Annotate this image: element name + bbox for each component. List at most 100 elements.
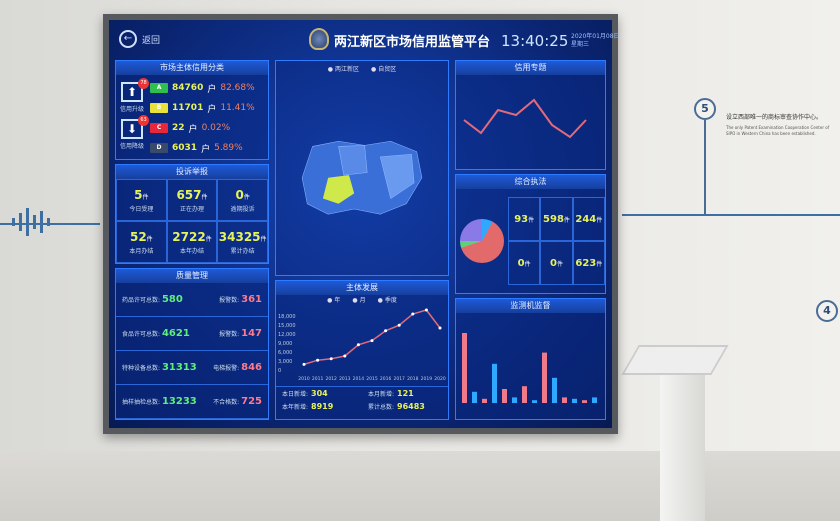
complaint-stat[interactable]: 0件 逾期投诉 (217, 179, 268, 221)
bar (572, 398, 577, 403)
period-radio[interactable]: 年 (327, 295, 340, 306)
complaint-stat[interactable]: 2722件 本年办结 (166, 221, 218, 263)
stat-value: 244 (575, 213, 597, 225)
count: 6031 (172, 143, 198, 153)
map-radio[interactable]: 两江新区 (328, 64, 359, 75)
map-region-highlight[interactable] (322, 175, 355, 204)
x-tick-label: 2010 (298, 376, 310, 382)
data-point[interactable] (370, 339, 374, 343)
enforcement-stat[interactable]: 0件 (540, 241, 573, 285)
unit: 户 (201, 144, 211, 155)
stat-value: 0 (235, 187, 244, 202)
bar (492, 363, 497, 403)
monitor-bar-chart (462, 333, 597, 403)
development-panel: 主体发展 年 月 季度 0 3,000 6,000 9,000 12,000 15,000 18… (275, 280, 449, 420)
unit: 件 (146, 235, 153, 243)
date: 2020年01月08日 星期三 (571, 33, 620, 49)
bar (472, 391, 477, 403)
arrow-up-icon: ⬆ 78 (121, 78, 149, 102)
y-tick-label: 0 (278, 368, 281, 374)
enforcement-stat[interactable]: 598件 (540, 197, 573, 241)
back-label: 返回 (142, 35, 161, 46)
data-point[interactable] (397, 323, 401, 327)
credit-class-row[interactable]: D 6031 户 5.89% (150, 138, 255, 158)
bar (482, 398, 487, 403)
complaint-stat[interactable]: 657件 正在办理 (166, 179, 218, 221)
credit-downgrade-button[interactable]: ⬇ 63 信用降级 (120, 115, 149, 150)
data-point[interactable] (316, 358, 320, 362)
quality-value: 31313 (161, 362, 197, 373)
data-point[interactable] (411, 312, 415, 316)
downgrade-count: 63 (138, 115, 149, 126)
series-line (303, 309, 441, 366)
enforcement-stat[interactable]: 244件 (572, 197, 605, 241)
period-radio[interactable]: 月 (352, 295, 366, 306)
unit: 件 (596, 260, 603, 268)
x-tick-label: 2013 (339, 376, 351, 382)
map-region[interactable] (379, 153, 415, 199)
grade-badge: B (150, 103, 169, 113)
map-region[interactable] (338, 145, 368, 176)
quality-label: 特种设备总数: (122, 365, 161, 372)
upgrade-count: 78 (138, 78, 149, 89)
credit-class-row[interactable]: A 84760 户 82.68% (150, 78, 255, 98)
bar (552, 377, 557, 403)
alarm-label: 报警数: (219, 297, 240, 304)
grade-badge: D (150, 143, 169, 153)
data-point[interactable] (329, 357, 333, 361)
unit: 件 (528, 216, 535, 224)
y-tick-label: 15,000 (278, 323, 296, 329)
complaints-panel: 投诉举报 5件 今日受理 657件 正在办理 0件 逾期投诉 52件 本月办结 2722件 本年办… (115, 164, 269, 264)
percentage: 5.89% (214, 143, 243, 153)
stat-label: 今日受理 (129, 205, 154, 213)
alarm-label: 报警数: (219, 331, 240, 338)
kiosk-stand (621, 345, 729, 375)
complaint-stat[interactable]: 5件 今日受理 (116, 179, 167, 221)
credit-upgrade-button[interactable]: ⬆ 78 信用升级 (120, 78, 149, 113)
panel-title: 监测机监督 (456, 299, 605, 313)
complaint-stat[interactable]: 52件 本月办结 (116, 221, 167, 263)
credit-class-row[interactable]: B 11701 户 11.41% (150, 98, 255, 118)
stat-value: 623 (575, 257, 597, 269)
data-point[interactable] (356, 343, 360, 347)
development-stat: 本月新增: 121 (362, 387, 448, 400)
y-tick-label: 6,000 (278, 350, 292, 356)
date-text: 2020年01月08日 (571, 33, 620, 40)
data-point[interactable] (302, 362, 306, 366)
stat-value: 121 (397, 389, 414, 398)
enforcement-stat[interactable]: 0件 (508, 241, 541, 285)
district-map[interactable] (276, 75, 448, 270)
complaint-stat[interactable]: 34325件 累计办结 (217, 221, 268, 263)
monitor-panel: 监测机监督 (455, 298, 606, 420)
back-button[interactable]: ← 返回 (119, 30, 160, 48)
data-point[interactable] (343, 354, 347, 358)
data-point[interactable] (424, 308, 428, 312)
enforcement-stat[interactable]: 93件 (508, 197, 541, 241)
bar (512, 397, 517, 403)
percentage: 0.02% (201, 123, 231, 133)
unit: 户 (207, 104, 217, 115)
data-point[interactable] (438, 326, 442, 330)
enforcement-stat[interactable]: 623件 (572, 241, 605, 285)
stat-value: 2722 (172, 229, 206, 244)
stat-value: 96483 (397, 402, 425, 411)
map-radio[interactable]: 自贸区 (371, 64, 396, 75)
unit: 件 (596, 216, 603, 224)
x-tick-label: 2016 (380, 376, 392, 382)
wall-caption: 设立西部唯一的商标审查协作中心。 The only Patent Examinat… (726, 114, 838, 137)
period-radio[interactable]: 季度 (378, 295, 397, 306)
quality-value: 13233 (161, 396, 197, 407)
quality-panel: 质量管理 药品许可总数: 580 报警数: 361 食品许可总数: 4621 报警数:… (115, 268, 269, 420)
unit: 户 (188, 124, 198, 135)
stat-label: 本日新增: (282, 391, 309, 398)
bar (522, 386, 527, 403)
bar (532, 400, 537, 403)
unit: 件 (556, 260, 563, 268)
panel-title: 市场主体信用分类 (116, 61, 268, 75)
grade-badge: A (150, 83, 169, 93)
arrow-down-icon: ⬇ 63 (121, 115, 149, 139)
credit-class-row[interactable]: C 22 户 0.02% (150, 118, 255, 138)
stat-label: 逾期投诉 (230, 205, 255, 213)
data-point[interactable] (384, 329, 388, 333)
panel-title: 信用专题 (456, 61, 605, 75)
